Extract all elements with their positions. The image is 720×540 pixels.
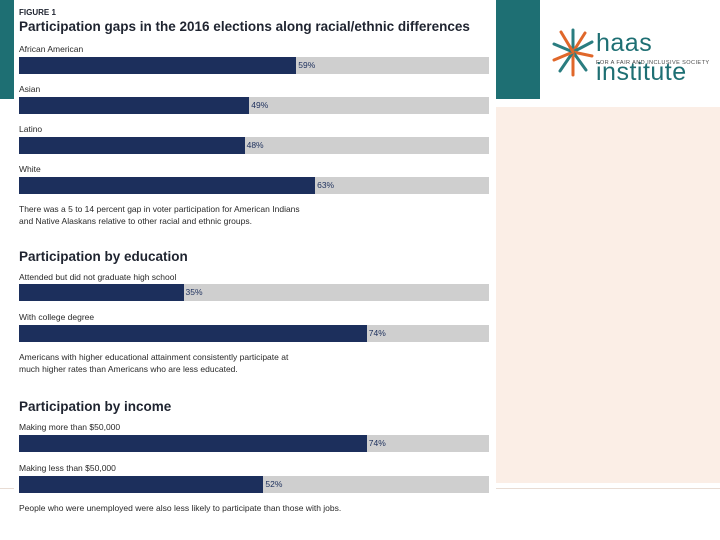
haas-institute-logo: haas institute FOR A FAIR AND INCLUSIVE … xyxy=(552,27,720,86)
bar-no-high-school xyxy=(19,284,184,301)
bar-track: 63% xyxy=(19,177,489,194)
bar-latino xyxy=(19,137,245,154)
bar-value-label: 74% xyxy=(368,328,386,338)
bar-track: 48% xyxy=(19,137,489,154)
bar-track: 35% xyxy=(19,284,489,301)
logo-subtitle: FOR A FAIR AND INCLUSIVE SOCIETY xyxy=(596,60,710,66)
race-note-line: and Native Alaskans relative to other ra… xyxy=(19,216,252,226)
race-chart-title: Participation gaps in the 2016 elections… xyxy=(19,19,470,34)
figure-label: FIGURE 1 xyxy=(19,8,56,17)
bar-track: 59% xyxy=(19,57,489,74)
bar-label: Attended but did not graduate high schoo… xyxy=(19,272,177,282)
education-note-line: Americans with higher educational attain… xyxy=(19,352,289,362)
bar-track: 52% xyxy=(19,476,489,493)
bar-label: African American xyxy=(19,44,84,54)
bar-under-50000 xyxy=(19,476,264,493)
bar-label: Making more than $50,000 xyxy=(19,422,121,432)
bar-african-american xyxy=(19,57,297,74)
bar-track: 74% xyxy=(19,325,489,342)
education-note: Americans with higher educational attain… xyxy=(19,351,339,375)
race-note: There was a 5 to 14 percent gap in voter… xyxy=(19,203,339,227)
bar-track: 49% xyxy=(19,97,489,114)
bar-value-label: 74% xyxy=(368,438,386,448)
bar-value-label: 49% xyxy=(251,100,269,110)
bar-label: Latino xyxy=(19,124,43,134)
bar-college-degree xyxy=(19,325,367,342)
bar-label: With college degree xyxy=(19,312,95,322)
bar-label: Asian xyxy=(19,84,41,94)
bar-value-label: 52% xyxy=(265,479,283,489)
bar-value-label: 48% xyxy=(246,140,264,150)
bar-value-label: 63% xyxy=(317,180,335,190)
bar-value-label: 35% xyxy=(185,287,203,297)
income-chart-title: Participation by income xyxy=(19,399,172,414)
side-peach-block xyxy=(496,107,720,483)
bar-over-50000 xyxy=(19,435,367,452)
bar-value-label: 59% xyxy=(298,60,316,70)
figure-panel xyxy=(14,0,496,490)
education-note-line: much higher rates than Americans who are… xyxy=(19,364,238,374)
starburst-logo-icon xyxy=(552,28,594,77)
race-note-line: There was a 5 to 14 percent gap in voter… xyxy=(19,204,300,214)
income-note: People who were unemployed were also les… xyxy=(19,503,342,513)
bar-asian xyxy=(19,97,250,114)
education-chart-title: Participation by education xyxy=(19,249,188,264)
logo-wordmark: haas institute xyxy=(596,29,687,86)
bar-track: 74% xyxy=(19,435,489,452)
bar-label: White xyxy=(19,164,41,174)
bar-label: Making less than $50,000 xyxy=(19,463,116,473)
bar-white xyxy=(19,177,316,194)
